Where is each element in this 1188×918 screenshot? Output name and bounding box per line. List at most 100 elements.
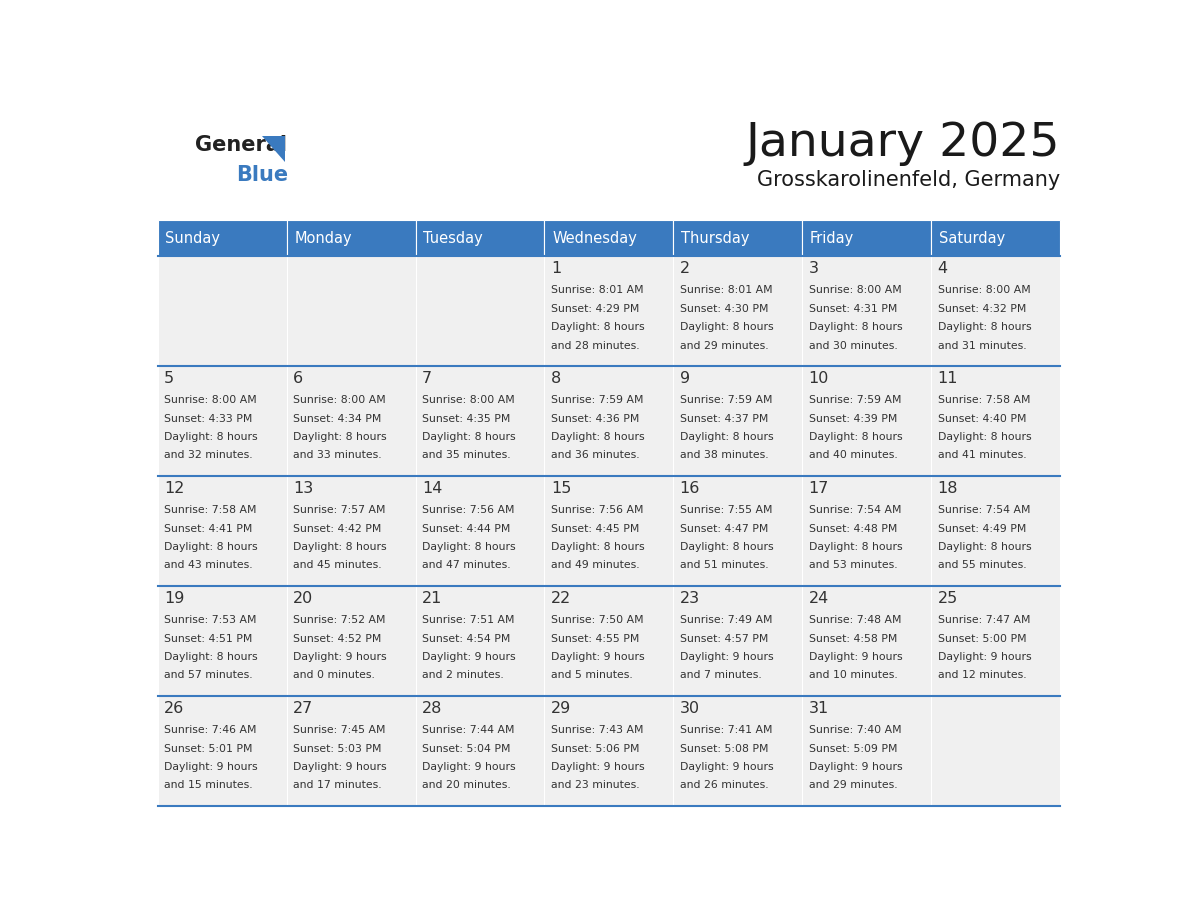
Text: Daylight: 9 hours: Daylight: 9 hours	[164, 762, 258, 772]
Bar	[286, 697, 416, 806]
Text: and 2 minutes.: and 2 minutes.	[422, 670, 504, 680]
Text: Daylight: 8 hours: Daylight: 8 hours	[293, 542, 386, 552]
Text: Saturday: Saturday	[939, 230, 1005, 246]
Text: 31: 31	[809, 700, 829, 716]
Text: Daylight: 8 hours: Daylight: 8 hours	[551, 322, 644, 332]
Text: Daylight: 8 hours: Daylight: 8 hours	[293, 432, 386, 442]
Text: 26: 26	[164, 700, 184, 716]
Text: Sunrise: 7:54 AM: Sunrise: 7:54 AM	[937, 505, 1030, 515]
Text: Daylight: 9 hours: Daylight: 9 hours	[809, 762, 902, 772]
Text: Daylight: 9 hours: Daylight: 9 hours	[680, 652, 773, 662]
Text: Daylight: 8 hours: Daylight: 8 hours	[680, 542, 773, 552]
Text: 17: 17	[809, 481, 829, 496]
Bar	[544, 697, 674, 806]
Text: Sunrise: 7:47 AM: Sunrise: 7:47 AM	[937, 615, 1030, 625]
Text: Sunset: 4:39 PM: Sunset: 4:39 PM	[809, 413, 897, 423]
Text: 8: 8	[551, 371, 561, 386]
Text: 12: 12	[164, 481, 184, 496]
Bar	[416, 219, 544, 256]
Text: Daylight: 9 hours: Daylight: 9 hours	[551, 762, 644, 772]
Text: and 23 minutes.: and 23 minutes.	[551, 780, 639, 790]
Bar	[158, 366, 286, 476]
Text: Daylight: 8 hours: Daylight: 8 hours	[809, 542, 902, 552]
Text: and 33 minutes.: and 33 minutes.	[293, 451, 381, 461]
Text: and 0 minutes.: and 0 minutes.	[293, 670, 375, 680]
Bar	[931, 697, 1060, 806]
Text: and 29 minutes.: and 29 minutes.	[680, 341, 769, 351]
Text: Sunset: 4:52 PM: Sunset: 4:52 PM	[293, 633, 381, 644]
Text: and 17 minutes.: and 17 minutes.	[293, 780, 381, 790]
Text: Sunrise: 7:59 AM: Sunrise: 7:59 AM	[809, 395, 902, 405]
Text: and 57 minutes.: and 57 minutes.	[164, 670, 253, 680]
Text: and 29 minutes.: and 29 minutes.	[809, 780, 897, 790]
Text: Sunset: 4:51 PM: Sunset: 4:51 PM	[164, 633, 253, 644]
Polygon shape	[261, 136, 285, 162]
Text: Sunrise: 7:44 AM: Sunrise: 7:44 AM	[422, 725, 514, 735]
Text: Sunrise: 7:58 AM: Sunrise: 7:58 AM	[937, 395, 1030, 405]
Text: Sunrise: 8:00 AM: Sunrise: 8:00 AM	[809, 285, 902, 295]
Text: Sunset: 4:48 PM: Sunset: 4:48 PM	[809, 523, 897, 533]
Text: Sunrise: 7:53 AM: Sunrise: 7:53 AM	[164, 615, 257, 625]
Text: Sunset: 4:35 PM: Sunset: 4:35 PM	[422, 413, 511, 423]
Bar	[674, 219, 802, 256]
Text: Daylight: 8 hours: Daylight: 8 hours	[164, 542, 258, 552]
Text: 6: 6	[293, 371, 303, 386]
Text: January 2025: January 2025	[746, 121, 1060, 166]
Text: 30: 30	[680, 700, 700, 716]
Bar	[931, 587, 1060, 697]
Bar	[158, 219, 286, 256]
Text: Sunrise: 7:51 AM: Sunrise: 7:51 AM	[422, 615, 514, 625]
Text: Sunday: Sunday	[165, 230, 221, 246]
Text: and 31 minutes.: and 31 minutes.	[937, 341, 1026, 351]
Text: Sunset: 4:40 PM: Sunset: 4:40 PM	[937, 413, 1026, 423]
Text: Daylight: 9 hours: Daylight: 9 hours	[293, 762, 386, 772]
Text: Sunrise: 7:59 AM: Sunrise: 7:59 AM	[680, 395, 772, 405]
Text: Sunrise: 8:00 AM: Sunrise: 8:00 AM	[937, 285, 1030, 295]
Text: Sunset: 4:32 PM: Sunset: 4:32 PM	[937, 304, 1026, 314]
Text: Sunset: 4:42 PM: Sunset: 4:42 PM	[293, 523, 381, 533]
Text: Sunset: 4:30 PM: Sunset: 4:30 PM	[680, 304, 769, 314]
Bar	[158, 587, 286, 697]
Text: Sunrise: 7:49 AM: Sunrise: 7:49 AM	[680, 615, 772, 625]
Bar	[416, 587, 544, 697]
Text: Sunrise: 7:45 AM: Sunrise: 7:45 AM	[293, 725, 386, 735]
Text: and 49 minutes.: and 49 minutes.	[551, 561, 639, 570]
Text: Daylight: 8 hours: Daylight: 8 hours	[809, 322, 902, 332]
Text: Sunrise: 8:01 AM: Sunrise: 8:01 AM	[680, 285, 772, 295]
Text: General: General	[195, 135, 286, 155]
Text: Sunrise: 7:50 AM: Sunrise: 7:50 AM	[551, 615, 644, 625]
Text: and 47 minutes.: and 47 minutes.	[422, 561, 511, 570]
Text: Sunrise: 7:59 AM: Sunrise: 7:59 AM	[551, 395, 644, 405]
Text: Sunset: 4:47 PM: Sunset: 4:47 PM	[680, 523, 769, 533]
Text: and 26 minutes.: and 26 minutes.	[680, 780, 769, 790]
Text: and 35 minutes.: and 35 minutes.	[422, 451, 511, 461]
Text: 20: 20	[293, 591, 314, 606]
Bar	[674, 587, 802, 697]
Text: Sunrise: 8:00 AM: Sunrise: 8:00 AM	[293, 395, 386, 405]
Text: Sunset: 4:37 PM: Sunset: 4:37 PM	[680, 413, 769, 423]
Text: Sunrise: 7:41 AM: Sunrise: 7:41 AM	[680, 725, 772, 735]
Text: 22: 22	[551, 591, 571, 606]
Text: and 41 minutes.: and 41 minutes.	[937, 451, 1026, 461]
Text: Daylight: 9 hours: Daylight: 9 hours	[680, 762, 773, 772]
Text: Blue: Blue	[236, 164, 289, 185]
Text: Thursday: Thursday	[681, 230, 750, 246]
Text: 15: 15	[551, 481, 571, 496]
Bar	[802, 219, 931, 256]
Text: Sunrise: 7:40 AM: Sunrise: 7:40 AM	[809, 725, 902, 735]
Bar	[674, 366, 802, 476]
Text: Tuesday: Tuesday	[423, 230, 484, 246]
Text: Sunset: 5:01 PM: Sunset: 5:01 PM	[164, 744, 253, 754]
Text: 18: 18	[937, 481, 958, 496]
Text: Daylight: 8 hours: Daylight: 8 hours	[937, 322, 1031, 332]
Text: Sunrise: 7:55 AM: Sunrise: 7:55 AM	[680, 505, 772, 515]
Text: Sunrise: 7:58 AM: Sunrise: 7:58 AM	[164, 505, 257, 515]
Text: Sunset: 4:34 PM: Sunset: 4:34 PM	[293, 413, 381, 423]
Text: Sunset: 4:55 PM: Sunset: 4:55 PM	[551, 633, 639, 644]
Bar	[286, 366, 416, 476]
Text: Sunset: 5:08 PM: Sunset: 5:08 PM	[680, 744, 769, 754]
Text: Sunset: 4:54 PM: Sunset: 4:54 PM	[422, 633, 511, 644]
Bar	[544, 219, 674, 256]
Text: Sunrise: 7:56 AM: Sunrise: 7:56 AM	[551, 505, 644, 515]
Text: and 7 minutes.: and 7 minutes.	[680, 670, 762, 680]
